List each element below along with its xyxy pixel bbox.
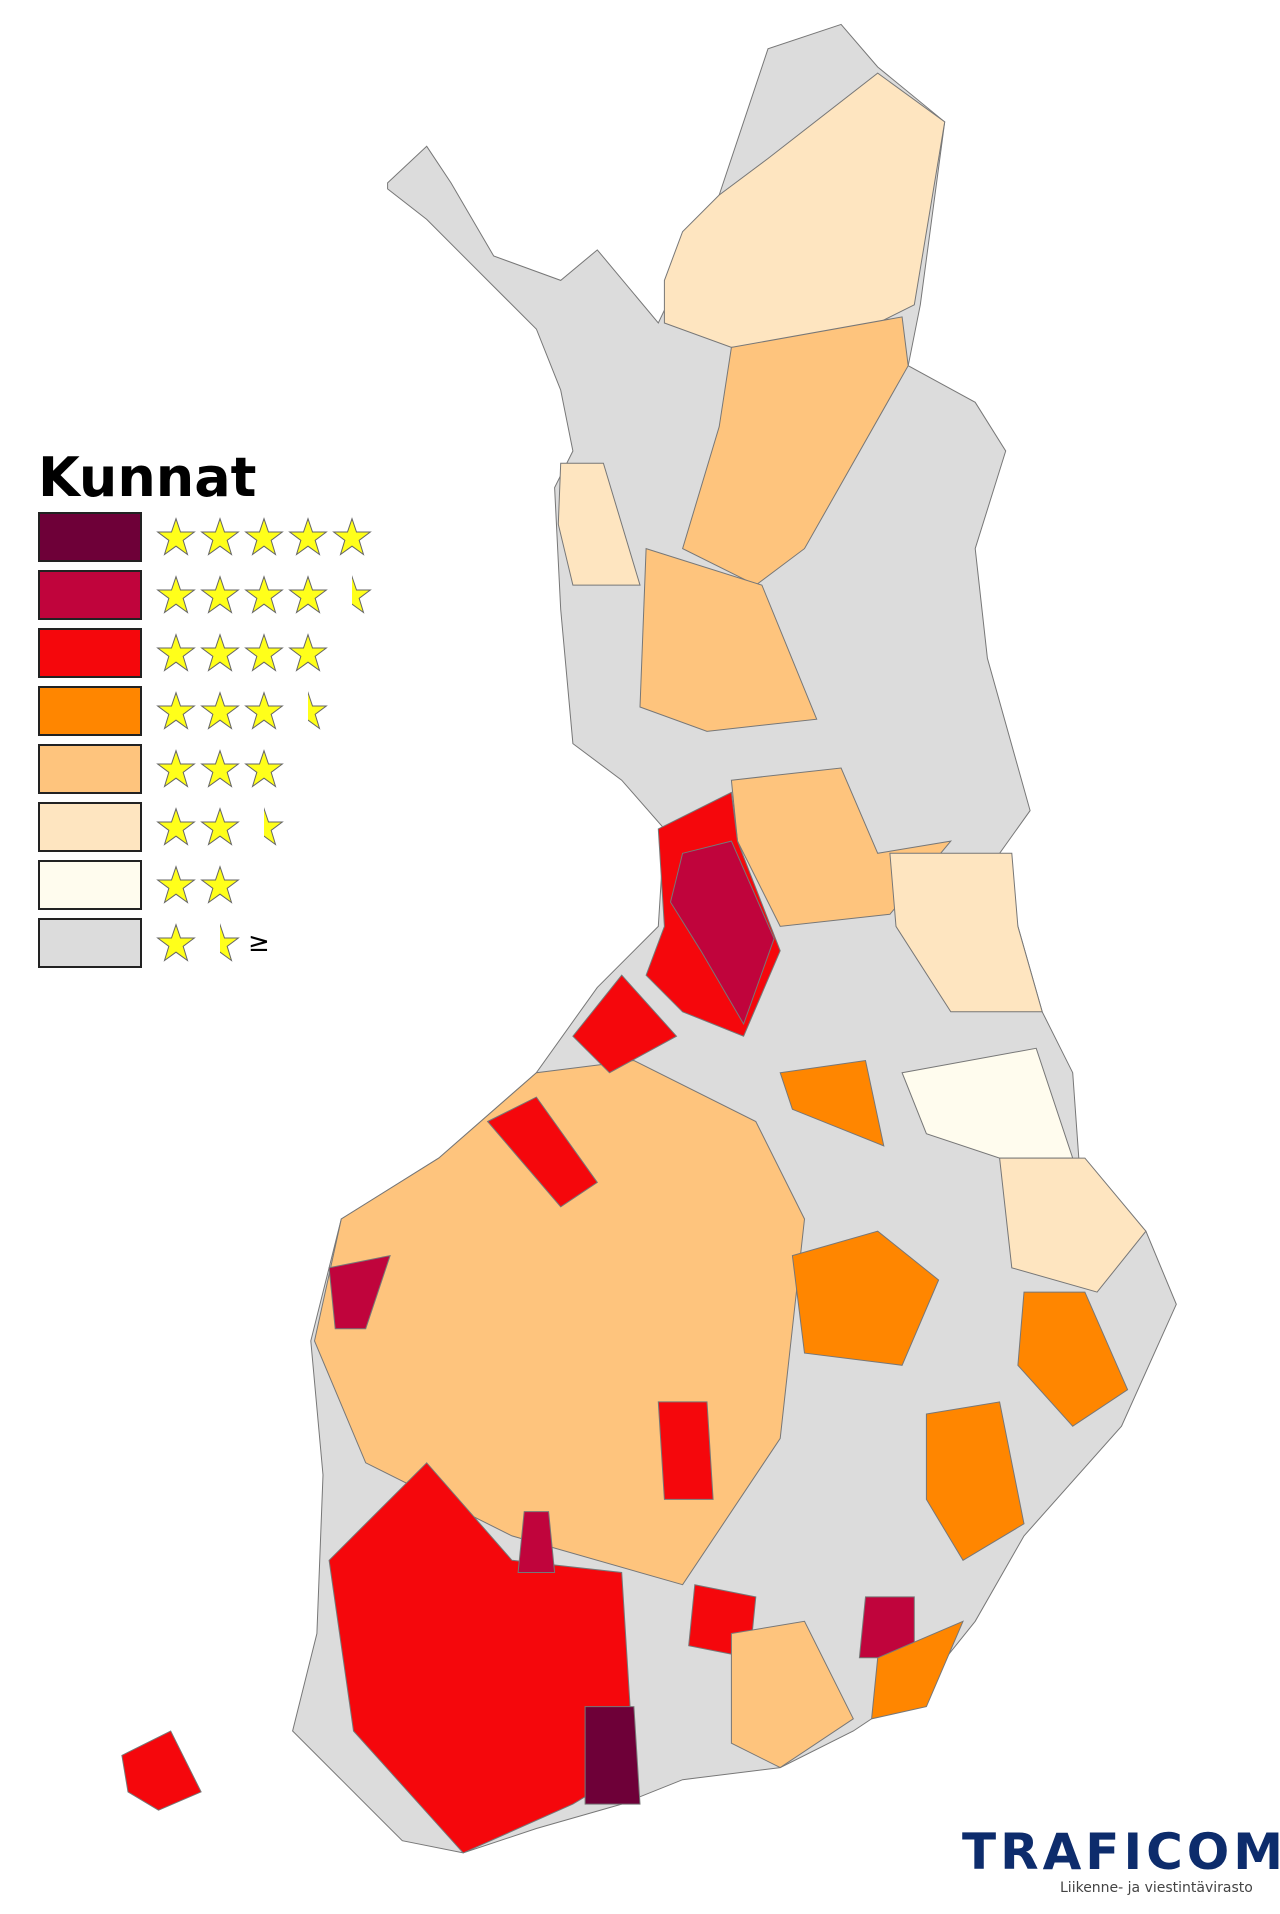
star-icon <box>244 517 284 556</box>
region-vaasa <box>328 1254 391 1330</box>
legend-swatch <box>38 686 142 736</box>
star-rating <box>156 633 332 673</box>
legend-item <box>38 566 376 624</box>
star-rating <box>156 807 288 847</box>
region-jyvaskyla <box>657 1401 714 1500</box>
legend-suffix: ≥ <box>248 928 270 958</box>
star-icon <box>244 691 284 730</box>
star-icon <box>156 517 196 556</box>
star-icon <box>244 633 284 672</box>
legend-swatch <box>38 512 142 562</box>
star-rating <box>156 517 376 557</box>
star-icon <box>200 807 240 846</box>
region-raahe <box>572 974 678 1074</box>
star-icon <box>156 691 196 730</box>
region-kouvola <box>730 1620 854 1769</box>
region-kuusamo <box>889 852 1043 1013</box>
region-oulu-core <box>669 840 775 1026</box>
logo-subtitle: Liikenne- ja viestintävirasto <box>1060 1880 1253 1896</box>
legend-item: ≥ <box>38 914 376 972</box>
legend-title: Kunnat <box>38 446 257 509</box>
star-icon <box>288 517 328 556</box>
region-aland <box>121 1730 202 1811</box>
region-helsinki <box>584 1706 641 1805</box>
region-kokkola <box>486 1096 599 1208</box>
star-icon <box>156 633 196 672</box>
legend-swatch <box>38 918 142 968</box>
star-icon <box>156 575 196 614</box>
half-star-icon <box>352 575 372 614</box>
star-rating <box>156 575 376 615</box>
legend-item <box>38 682 376 740</box>
star-icon <box>288 575 328 614</box>
star-icon <box>200 865 240 904</box>
region-joensuu <box>1017 1291 1129 1427</box>
legend-swatch <box>38 628 142 678</box>
half-star-icon <box>308 691 328 730</box>
star-icon <box>244 575 284 614</box>
region-north <box>663 72 946 348</box>
star-rating <box>156 749 288 789</box>
half-star-icon <box>264 807 284 846</box>
region-lieksa <box>999 1157 1147 1293</box>
star-icon <box>156 807 196 846</box>
legend: Kunnat <box>38 448 376 972</box>
legend-item <box>38 798 376 856</box>
legend-swatch <box>38 570 142 620</box>
legend-item <box>38 624 376 682</box>
star-icon <box>332 517 372 556</box>
star-rating <box>156 691 332 731</box>
traficom-logo: TRAFICOM Liikenne- ja viestintävirasto <box>962 1826 1280 1896</box>
half-star-icon <box>220 923 240 962</box>
star-icon <box>156 923 196 962</box>
star-icon <box>156 865 196 904</box>
logo-wordmark: TRAFICOM <box>962 1823 1280 1881</box>
region-tampere <box>517 1511 556 1573</box>
region-sodankyla <box>681 316 909 586</box>
star-icon <box>200 575 240 614</box>
region-kuopio <box>791 1230 940 1366</box>
star-icon <box>200 749 240 788</box>
star-icon <box>156 749 196 788</box>
region-rovaniemi <box>639 547 818 732</box>
star-icon <box>200 633 240 672</box>
region-savonlinna <box>925 1401 1025 1561</box>
legend-swatch <box>38 860 142 910</box>
star-icon <box>200 691 240 730</box>
region-kajaani <box>779 1059 885 1147</box>
star-rating: ≥ <box>156 923 270 963</box>
star-rating <box>156 865 244 905</box>
star-icon <box>288 633 328 672</box>
region-kotka-e <box>871 1620 964 1720</box>
legend-swatch <box>38 744 142 794</box>
legend-item <box>38 740 376 798</box>
legend-item <box>38 856 376 914</box>
region-kolari <box>557 462 641 586</box>
legend-item <box>38 508 376 566</box>
star-icon <box>200 517 240 556</box>
legend-swatch <box>38 802 142 852</box>
star-icon <box>244 749 284 788</box>
